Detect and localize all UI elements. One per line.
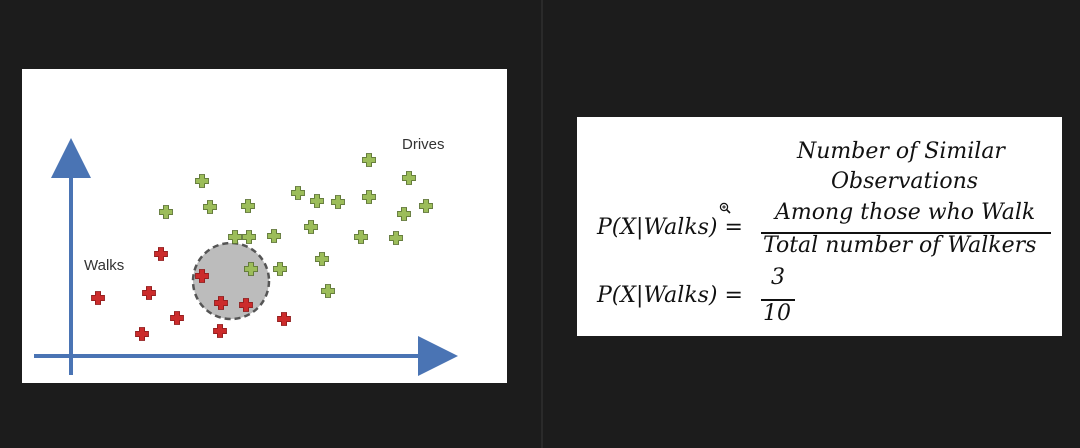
drive-marker xyxy=(363,154,376,167)
formula-lhs-1: P(X|Walks) = xyxy=(597,215,743,240)
drive-marker xyxy=(316,253,329,266)
walk-marker xyxy=(155,248,168,261)
walk-marker xyxy=(171,312,184,325)
scatter-plot: Walks Drives xyxy=(22,69,507,383)
walk-marker xyxy=(214,325,227,338)
fraction-denominator: 10 xyxy=(763,301,791,326)
formula-lhs-2: P(X|Walks) = xyxy=(597,283,743,308)
scatter-plot-slide: Walks Drives xyxy=(22,69,507,383)
drive-marker xyxy=(420,200,433,213)
walk-marker xyxy=(143,287,156,300)
numerator-line-3: Among those who Walk xyxy=(775,200,1035,225)
drive-marker xyxy=(292,187,305,200)
formula-slide: Number of Similar Observations P(X|Walks… xyxy=(577,117,1062,336)
drive-marker xyxy=(196,175,209,188)
drive-marker xyxy=(243,231,256,244)
drive-marker xyxy=(204,201,217,214)
drive-marker xyxy=(355,231,368,244)
walk-marker xyxy=(278,313,291,326)
drive-marker xyxy=(160,206,173,219)
drive-marker xyxy=(268,230,281,243)
walk-marker xyxy=(136,328,149,341)
drive-marker xyxy=(332,196,345,209)
zoom-cursor-icon xyxy=(719,202,731,214)
numerator-line-1: Number of Similar xyxy=(797,139,1005,164)
drive-marker xyxy=(390,232,403,245)
walks-label: Walks xyxy=(84,257,124,274)
drive-marker xyxy=(322,285,335,298)
drive-marker xyxy=(274,263,287,276)
walk-marker xyxy=(92,292,105,305)
fraction-numerator: 3 xyxy=(771,265,785,290)
drive-marker xyxy=(403,172,416,185)
drive-marker xyxy=(229,231,242,244)
drive-marker xyxy=(311,195,324,208)
drives-label: Drives xyxy=(402,136,445,153)
drive-marker xyxy=(242,200,255,213)
drive-marker xyxy=(363,191,376,204)
drive-marker xyxy=(398,208,411,221)
numerator-line-2: Observations xyxy=(831,169,978,194)
denominator-text: Total number of Walkers xyxy=(763,233,1036,258)
drive-marker xyxy=(305,221,318,234)
